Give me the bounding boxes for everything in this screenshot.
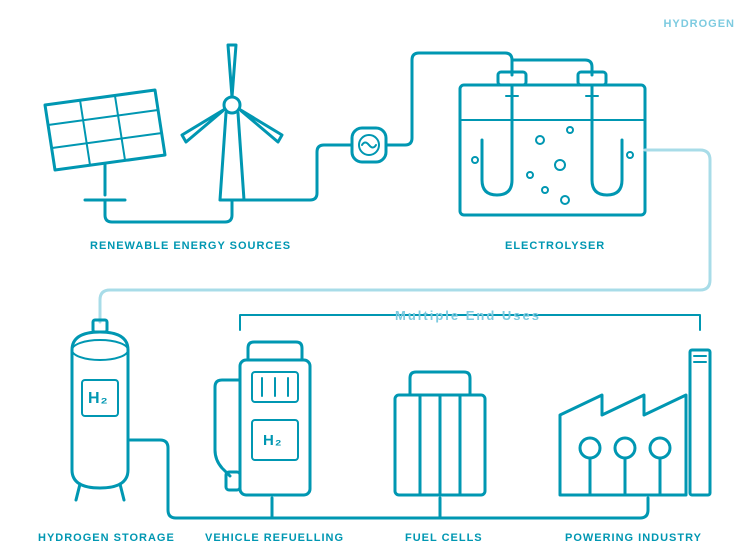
factory-icon [560,350,710,495]
electrolyser-icon [460,72,645,215]
fuel-cells-icon [395,372,485,495]
hydrogen-flowchart: .p { fill:none; stroke:#0097b2; stroke-w… [0,0,750,555]
h2-pump-text: H₂ [263,432,283,449]
h2-tank-text: H₂ [88,390,109,408]
hydrogen-label: HYDROGEN [663,18,735,30]
powering-industry-label: POWERING INDUSTRY [565,532,702,544]
multiple-end-uses-label: Multiple End Uses [395,308,541,323]
wind-turbine-icon [182,45,282,200]
renewable-sources-label: RENEWABLE ENERGY SOURCES [90,240,291,252]
solar-panel-icon [45,90,165,200]
storage-tank-icon [72,320,128,500]
refuel-pump-icon [215,342,310,495]
hydrogen-storage-label: HYDROGEN STORAGE [38,532,175,544]
converter-icon [352,128,386,162]
fuel-cells-label: FUEL CELLS [405,532,483,544]
vehicle-refuelling-label: VEHICLE REFUELLING [205,532,344,544]
electrolyser-label: ELECTROLYSER [505,240,605,252]
